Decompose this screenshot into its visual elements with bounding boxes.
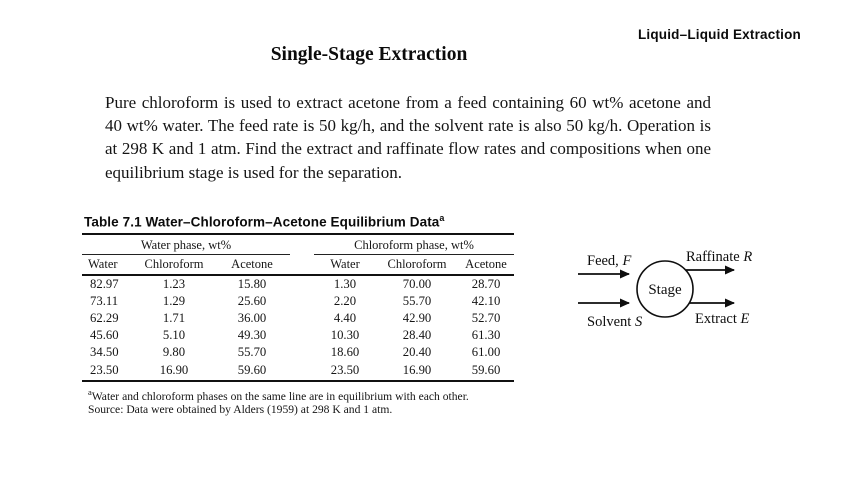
table-cell: 59.60 [214, 361, 290, 382]
column-header: Water [82, 254, 134, 276]
table-cell: 61.30 [471, 328, 501, 343]
table-cell-gap [290, 310, 314, 327]
table-cell: 55.70 [237, 345, 267, 360]
table-cell: 28.70 [471, 276, 501, 291]
table-cell-gap [290, 361, 314, 382]
table-cell: 16.90 [376, 361, 458, 382]
table-cell: 1.29 [162, 293, 186, 308]
column-header: Water [314, 254, 376, 276]
table-cell: 42.90 [402, 310, 432, 325]
table-cell: 4.40 [333, 310, 357, 325]
table-row: 82.97 1.23 15.80 1.30 70.00 28.70 [82, 275, 514, 293]
table-row: 45.60 5.10 49.30 10.30 28.40 61.30 [82, 327, 514, 344]
group-header-chloroform-phase: Chloroform phase, wt% [314, 234, 515, 255]
footnote-text: Water and chloroform phases on the same … [91, 389, 469, 403]
table-cell: 61.00 [471, 345, 501, 360]
table-cell: 25.60 [237, 293, 267, 308]
table-cell: 45.60 [90, 328, 119, 343]
feed-label: Feed, F [587, 253, 631, 269]
column-header: Acetone [458, 254, 515, 276]
equilibrium-table: Water phase, wt% Chloroform phase, wt% W… [82, 234, 515, 382]
table-cell: 23.50 [314, 361, 376, 382]
table-cell: 55.70 [402, 293, 432, 308]
group-header-water-phase: Water phase, wt% [82, 234, 290, 255]
table-cell-gap [290, 344, 314, 361]
stage-circle [636, 260, 694, 318]
table-cell: 49.30 [237, 328, 267, 343]
table-cell: 1.23 [162, 276, 186, 291]
table-cell: 15.80 [237, 276, 267, 291]
table-cell: 1.71 [162, 310, 186, 325]
footnote-superscript: a [88, 386, 92, 397]
table-title-text: Table 7.1 Water–Chloroform–Acetone Equil… [84, 214, 440, 230]
extract-label: Extract E [695, 311, 750, 327]
table-footnote: aWater and chloroform phases on the same… [82, 386, 514, 403]
table-cell: 34.50 [90, 345, 119, 360]
table-cell: 20.40 [402, 345, 432, 360]
table-title-superscript: a [439, 213, 445, 223]
equilibrium-table-body: 82.97 1.23 15.80 1.30 70.00 28.70 73.11 1.29 25.… [82, 275, 515, 382]
table-cell: 2.20 [333, 293, 357, 308]
equilibrium-table-block: Table 7.1 Water–Chloroform–Acetone Equil… [82, 213, 515, 416]
table-cell-gap [290, 293, 314, 310]
table-cell: 62.29 [90, 310, 119, 325]
column-header: Chloroform [134, 254, 214, 276]
table-cell: 9.80 [162, 345, 186, 360]
table-row: 34.50 9.80 55.70 18.60 20.40 61.00 [82, 344, 514, 361]
table-cell: 5.10 [162, 328, 186, 343]
table-cell-gap [290, 275, 314, 293]
table-group-header-row: Water phase, wt% Chloroform phase, wt% [82, 234, 515, 255]
stage-label: Stage [648, 282, 682, 298]
table-cell: 42.10 [471, 293, 501, 308]
problem-statement: Pure chloroform is used to extract aceto… [105, 93, 711, 182]
page-title: Single-Stage Extraction [270, 44, 468, 65]
table-title: Table 7.1 Water–Chloroform–Acetone Equil… [82, 213, 514, 235]
table-row: 62.29 1.71 36.00 4.40 42.90 52.70 [82, 310, 514, 327]
table-row: 23.50 16.90 59.60 23.50 16.90 59.60 [82, 361, 515, 382]
table-column-header-row: Water Chloroform Acetone Water Chlorofor… [82, 254, 515, 276]
column-header-gap [290, 254, 314, 276]
table-cell: 28.40 [402, 328, 432, 343]
table-cell: 10.30 [330, 328, 360, 343]
column-header: Chloroform [376, 254, 458, 276]
solvent-label: Solvent S [587, 314, 643, 330]
single-stage-diagram: Stage Feed, F Raffinate R Solvent S Extr… [578, 249, 752, 330]
table-source: Source: Data were obtained by Alders (19… [88, 402, 393, 416]
table-cell: 59.60 [458, 361, 515, 382]
table-cell: 1.30 [333, 276, 357, 291]
table-cell: 16.90 [134, 361, 214, 382]
table-cell: 52.70 [471, 310, 501, 325]
table-cell: 18.60 [330, 345, 360, 360]
column-header: Acetone [214, 254, 290, 276]
group-header-gap [290, 235, 314, 255]
table-cell: 70.00 [402, 276, 432, 291]
table-cell: 23.50 [82, 361, 134, 382]
running-header: Liquid–Liquid Extraction [637, 27, 801, 42]
table-cell: 82.97 [90, 276, 119, 291]
table-cell: 36.00 [237, 310, 267, 325]
table-cell-gap [290, 327, 314, 344]
table-row: 73.11 1.29 25.60 2.20 55.70 42.10 [82, 293, 514, 310]
raffinate-label: Raffinate R [686, 249, 752, 265]
table-cell: 73.11 [90, 293, 119, 308]
